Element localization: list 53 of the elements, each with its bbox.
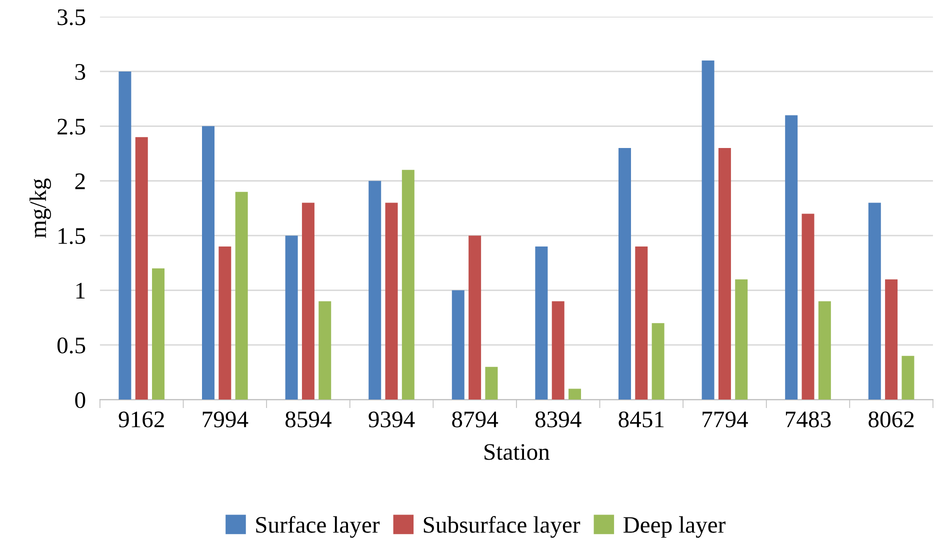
bar: [718, 148, 731, 400]
x-tick-label: 7483: [786, 411, 831, 428]
y-tick-label: 1.5: [58, 228, 86, 244]
bar: [568, 388, 582, 400]
bar: [218, 246, 232, 400]
bar: [118, 71, 132, 400]
y-tick-label: 2.5: [58, 118, 86, 135]
x-tick-label: 7794: [702, 412, 748, 428]
bar: [735, 279, 748, 400]
bar: [452, 290, 464, 400]
x-tick-label: 8451: [618, 411, 664, 428]
bar: [702, 60, 714, 400]
x-tick-label: 8594: [286, 411, 332, 428]
bar: [385, 202, 398, 400]
y-tick-label: 0: [75, 392, 86, 408]
legend-label: Subsurface layer: [424, 516, 580, 538]
bar: [485, 366, 498, 400]
x-tick-label: 8394: [535, 411, 582, 428]
bar: [152, 268, 165, 400]
bar: [135, 137, 148, 400]
bar: [235, 192, 248, 400]
x-tick-label: 7994: [202, 412, 248, 428]
bar: [785, 115, 798, 400]
bar: [902, 356, 914, 400]
bar: [802, 214, 814, 400]
y-tick-label: 2: [75, 173, 85, 190]
x-axis-title: Station: [484, 444, 550, 460]
legend-label: Deep layer: [623, 516, 726, 538]
bar: [868, 202, 881, 400]
bar: [368, 180, 382, 400]
x-tick-label: 8794: [452, 411, 498, 428]
x-tick-label: 9162: [118, 412, 164, 428]
x-tick-label: 8062: [868, 411, 914, 428]
bar: [302, 202, 314, 400]
bar: [535, 246, 548, 400]
bar: [652, 323, 664, 400]
bar: [402, 170, 414, 400]
bar: [818, 301, 831, 400]
y-tick-label: 1: [76, 282, 85, 298]
y-axis-title: mg/kg: [30, 178, 51, 238]
bar: [618, 148, 631, 400]
bar: [318, 301, 332, 400]
bar: [885, 279, 898, 400]
bar: [202, 126, 214, 400]
bar: [635, 246, 648, 400]
y-tick-label: 3: [75, 64, 86, 80]
bar: [468, 236, 482, 400]
y-tick-label: 0.5: [57, 337, 86, 354]
x-tick-label: 9394: [368, 412, 415, 428]
bar: [552, 301, 564, 400]
bar: [285, 236, 298, 400]
legend-label: Surface layer: [256, 516, 380, 538]
y-tick-label: 3.5: [58, 9, 86, 26]
